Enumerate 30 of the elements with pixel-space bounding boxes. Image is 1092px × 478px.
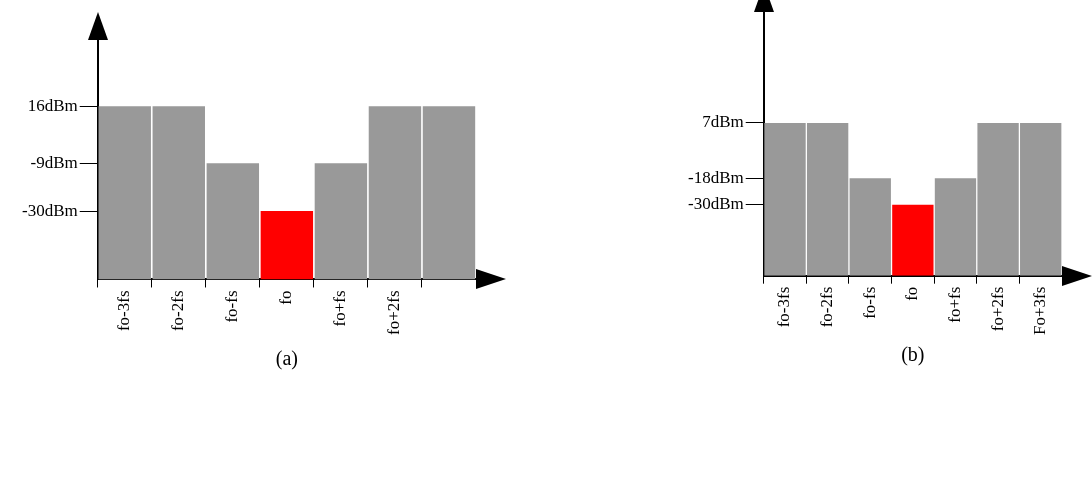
y-tick-label: -30dBm: [687, 194, 744, 214]
bar: [260, 211, 314, 280]
x-tick-label: fo-3fs: [114, 290, 134, 332]
y-tick-label: 7dBm: [702, 112, 744, 132]
bar: [892, 204, 934, 276]
x-tick-label: fo-fs: [222, 290, 242, 323]
text: (b): [901, 342, 925, 366]
y-tick-label: -30dBm: [21, 200, 78, 220]
bar: [368, 106, 422, 280]
bar: [849, 178, 891, 276]
x-tick-label: Fo+3fs: [1030, 286, 1050, 336]
bar: [152, 106, 205, 280]
bar: [422, 106, 476, 280]
bar: [314, 163, 368, 280]
x-tick-label: fo-2fs: [817, 286, 837, 328]
y-tick-label: -18dBm: [687, 167, 744, 187]
x-tick-label: fo-2fs: [168, 290, 188, 332]
x-tick-label: fo-3fs: [774, 286, 794, 328]
bar: [206, 163, 260, 280]
x-tick-label: fo+fs: [944, 286, 964, 323]
x-tick-label: fo+2fs: [987, 286, 1007, 332]
x-tick-label: fo: [902, 286, 922, 301]
x-tick-label: fo+2fs: [384, 290, 404, 336]
x-tick-label: fo: [276, 290, 296, 305]
bar: [98, 106, 151, 280]
y-tick-label: -9dBm: [30, 152, 78, 172]
x-tick-label: fo-fs: [859, 286, 879, 319]
x-tick-label: fo+fs: [330, 290, 350, 327]
y-tick-label: 16dBm: [27, 95, 78, 115]
text: (a): [275, 346, 298, 370]
